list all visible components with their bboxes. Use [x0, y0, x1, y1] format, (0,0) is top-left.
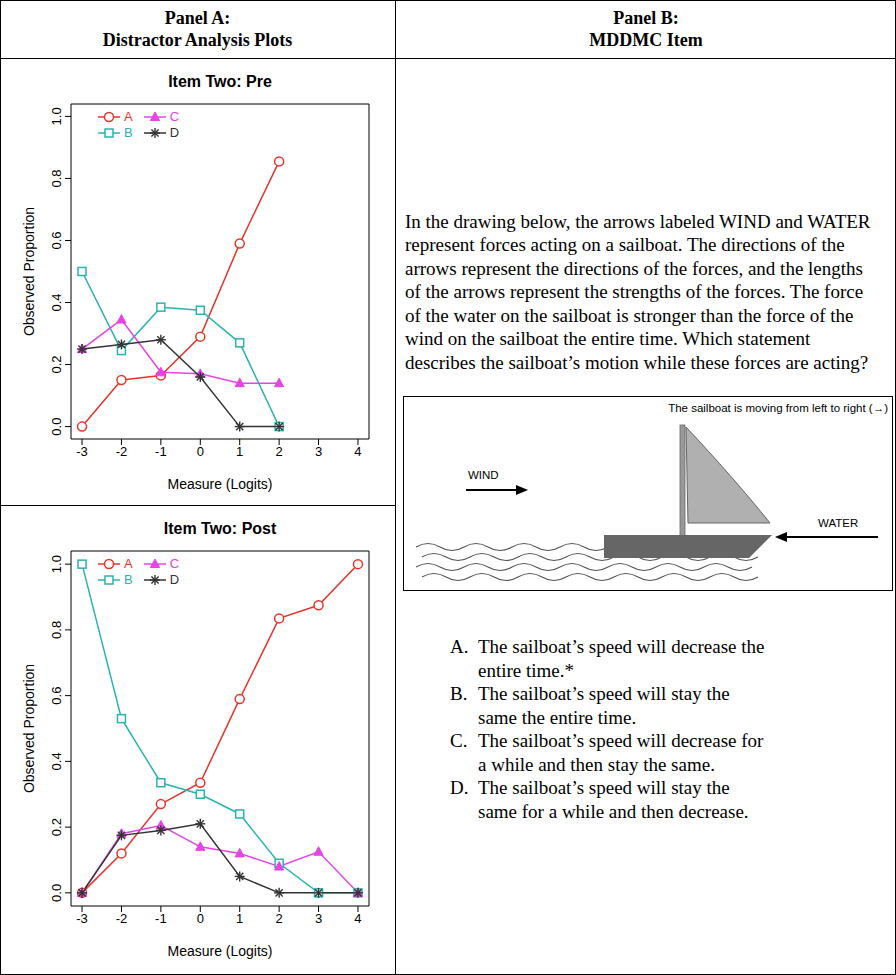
svg-text:-2: -2	[116, 444, 128, 459]
svg-text:Measure (Logits): Measure (Logits)	[167, 943, 272, 959]
html-text:C: C	[169, 109, 180, 124]
svg-text:Measure (Logits): Measure (Logits)	[167, 476, 272, 492]
html-text:D.: D.	[450, 777, 469, 799]
svg-text:3: 3	[315, 444, 322, 459]
svg-text:2: 2	[276, 911, 283, 926]
svg-text:4: 4	[354, 444, 361, 459]
html-text:The sailboat’s speed will decr: The sailboat’s speed will decrease the e…	[478, 636, 765, 681]
svg-text:-1: -1	[155, 444, 167, 459]
html-text:Panel A:: Panel A:	[164, 8, 231, 28]
svg-text:0: 0	[197, 444, 204, 459]
html-text:MDDMC Item: MDDMC Item	[589, 30, 703, 50]
svg-text:0: 0	[197, 911, 204, 926]
svg-text:The sailboat is moving from le: The sailboat is moving from left to righ…	[668, 402, 888, 414]
html-text:A: A	[124, 556, 133, 571]
svg-text:1.0: 1.0	[49, 555, 64, 573]
html-text:D: D	[169, 572, 180, 587]
svg-text:2: 2	[276, 444, 283, 459]
svg-text:WIND: WIND	[468, 469, 499, 481]
html-text:B: B	[124, 572, 133, 587]
svg-text:0.8: 0.8	[49, 621, 64, 639]
svg-text:0.8: 0.8	[49, 169, 64, 187]
html-text:Distractor Analysis Plots: Distractor Analysis Plots	[102, 30, 293, 50]
html-text:A.: A.	[450, 636, 469, 658]
html-text:The sailboat’s speed will stay: The sailboat’s speed will stay the same …	[478, 777, 749, 822]
svg-text:Observed Proportion: Observed Proportion	[21, 207, 37, 336]
svg-text:0.0: 0.0	[49, 884, 64, 902]
svg-text:-3: -3	[76, 911, 88, 926]
svg-text:0.4: 0.4	[49, 752, 64, 770]
html-text:B.: B.	[450, 683, 468, 705]
svg-text:4: 4	[354, 911, 361, 926]
html-text:Item Two: Pre: Item Two: Pre	[168, 73, 272, 90]
html-text:C: C	[169, 556, 180, 571]
html-text:The sailboat’s speed will stay: The sailboat’s speed will stay the same …	[478, 683, 730, 728]
svg-text:0.4: 0.4	[49, 293, 64, 311]
html-text:Panel B:: Panel B:	[613, 8, 679, 28]
svg-text:-3: -3	[76, 444, 88, 459]
html-text:C.: C.	[450, 730, 468, 752]
html-text:Item Two: Post: Item Two: Post	[163, 520, 277, 537]
svg-text:0.6: 0.6	[49, 231, 64, 249]
html-text:In the drawing below, the arro: In the drawing below, the arrows labeled…	[405, 210, 871, 373]
svg-text:0.6: 0.6	[49, 687, 64, 705]
html-text:A: A	[124, 109, 133, 124]
svg-text:Observed Proportion: Observed Proportion	[21, 664, 37, 793]
html-text:The sailboat’s speed will decr: The sailboat’s speed will decrease for a…	[478, 730, 764, 775]
svg-text:-2: -2	[116, 911, 128, 926]
html-text:D: D	[169, 125, 180, 140]
html-text:B: B	[124, 125, 133, 140]
svg-text:0.2: 0.2	[49, 818, 64, 836]
svg-text:1: 1	[236, 911, 243, 926]
svg-text:-1: -1	[155, 911, 167, 926]
svg-text:1: 1	[236, 444, 243, 459]
svg-text:0.2: 0.2	[49, 356, 64, 374]
svg-text:3: 3	[315, 911, 322, 926]
svg-text:0.0: 0.0	[49, 418, 64, 436]
svg-text:WATER: WATER	[818, 517, 858, 529]
svg-text:1.0: 1.0	[49, 107, 64, 125]
